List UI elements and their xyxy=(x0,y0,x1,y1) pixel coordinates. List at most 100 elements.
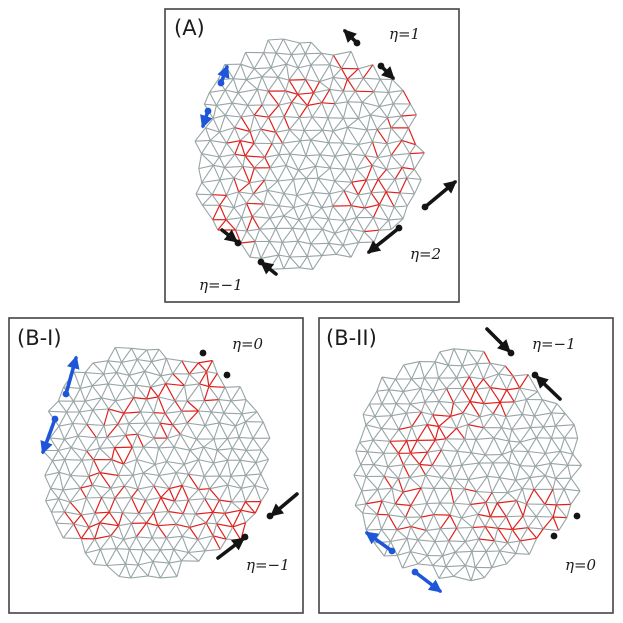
stressed-bond xyxy=(542,516,554,530)
lattice-bond xyxy=(483,387,491,404)
lattice-bond xyxy=(72,422,87,425)
lattice-bond xyxy=(366,129,373,143)
lattice-bond xyxy=(390,127,403,141)
lattice-bond xyxy=(350,205,357,218)
lattice-bond xyxy=(544,437,552,454)
lattice-bond xyxy=(359,424,367,443)
lattice-bond xyxy=(205,127,220,133)
lattice-bond xyxy=(232,63,242,79)
lattice-bond xyxy=(203,400,212,413)
lattice-bond xyxy=(373,464,385,477)
panel-A-eta-bottom: η=−1 xyxy=(199,276,243,294)
lattice-bond xyxy=(245,411,258,423)
lattice-bond xyxy=(125,423,130,436)
stressed-bond xyxy=(136,433,145,448)
stressed-bond xyxy=(198,359,213,364)
lattice-bond xyxy=(334,180,345,191)
lattice-bond xyxy=(146,398,155,413)
lattice-bond xyxy=(515,477,531,481)
lattice-bond xyxy=(387,115,402,119)
stressed-bond xyxy=(264,143,273,158)
lattice-bond xyxy=(342,101,349,119)
lattice-bond xyxy=(168,560,182,564)
lattice-bond xyxy=(370,106,380,116)
lattice-bond xyxy=(291,102,300,118)
lattice-bond xyxy=(319,76,334,83)
stressed-bond xyxy=(197,362,208,373)
lattice-bond xyxy=(492,454,503,464)
lattice-bond xyxy=(209,89,226,93)
lattice-bond xyxy=(298,169,307,179)
lattice-bond xyxy=(278,242,283,256)
lattice-bond xyxy=(277,76,290,81)
lattice-bond xyxy=(128,536,137,550)
lattice-bond xyxy=(544,463,552,476)
lattice-bond xyxy=(471,538,480,552)
stressed-bond xyxy=(205,511,214,524)
lattice-bond xyxy=(395,364,405,380)
stressed-bond xyxy=(467,424,484,429)
lattice-bond xyxy=(233,202,247,209)
lattice-bond xyxy=(332,130,344,144)
lattice-bond xyxy=(450,464,462,467)
lattice-bond xyxy=(535,462,551,467)
lattice-bond xyxy=(365,424,382,430)
lattice-bond xyxy=(92,362,105,375)
lattice-bond xyxy=(420,516,427,531)
lattice-bond xyxy=(489,373,500,388)
lattice-bond xyxy=(283,256,291,269)
lattice-bond xyxy=(96,425,105,439)
lattice-bond xyxy=(218,387,226,400)
lattice-bond xyxy=(128,411,141,424)
lattice-bond xyxy=(267,180,279,191)
lattice-bond xyxy=(198,168,203,183)
lattice-bond xyxy=(195,513,207,524)
lattice-bond xyxy=(197,522,207,540)
lattice-bond xyxy=(123,458,137,465)
stressed-bond xyxy=(246,216,253,232)
lattice-bond xyxy=(493,437,503,455)
lattice-bond xyxy=(551,403,558,414)
stressed-bond xyxy=(157,396,166,414)
lattice-bond xyxy=(254,484,269,491)
lattice-bond xyxy=(511,414,523,430)
lattice-bond xyxy=(128,359,138,376)
lattice-bond xyxy=(115,397,134,402)
lattice-bond xyxy=(204,103,217,106)
lattice-bond xyxy=(450,416,458,429)
lattice-bond xyxy=(181,360,199,364)
lattice-bond xyxy=(563,477,572,490)
lattice-bond xyxy=(66,411,74,424)
stressed-bond xyxy=(238,182,250,193)
stressed-bond xyxy=(297,92,314,95)
lattice-bond xyxy=(135,384,148,400)
lattice-bond xyxy=(270,164,287,169)
lattice-bond xyxy=(153,485,170,490)
lattice-bond xyxy=(79,409,93,413)
lattice-bond xyxy=(292,219,300,229)
lattice-bond xyxy=(219,167,226,180)
lattice-bond xyxy=(395,391,404,404)
stressed-bond xyxy=(483,351,491,364)
lattice-bond xyxy=(219,177,234,181)
lattice-bond xyxy=(118,522,132,527)
lattice-bond xyxy=(306,105,313,118)
lattice-bond xyxy=(454,541,466,553)
lattice-bond xyxy=(205,548,221,552)
lattice-bond xyxy=(402,205,408,219)
lattice-bond xyxy=(268,116,285,118)
lattice-bond xyxy=(484,516,491,527)
lattice-bond xyxy=(290,153,306,157)
lattice-bond xyxy=(300,139,311,142)
stressed-bond xyxy=(394,491,404,505)
lattice-bond xyxy=(333,76,348,80)
lattice-bond xyxy=(475,437,494,440)
lattice-bond xyxy=(157,511,169,527)
lattice-bond xyxy=(283,178,294,194)
lattice-bond xyxy=(417,563,433,566)
lattice-bond xyxy=(378,204,390,221)
lattice-bond xyxy=(253,68,263,78)
stressed-bond xyxy=(402,487,422,493)
lattice-bond xyxy=(108,400,116,410)
lattice-bond xyxy=(151,537,161,551)
